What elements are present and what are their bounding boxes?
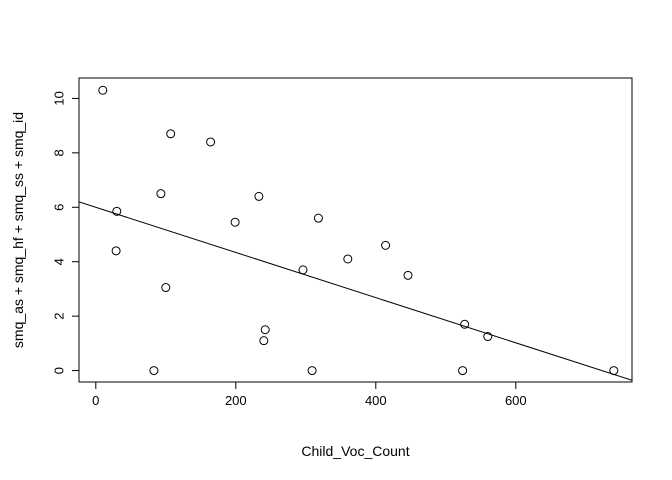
data-point [149, 366, 159, 376]
data-point [403, 270, 413, 280]
y-axis: 0 2 4 6 8 10 [52, 91, 80, 374]
data-point [98, 85, 108, 95]
x-tick-label: 600 [505, 393, 527, 408]
x-axis: 0 200 400 600 [92, 381, 527, 408]
data-point [156, 189, 166, 199]
data-point [483, 332, 493, 342]
data-point [259, 336, 269, 346]
data-point [313, 213, 323, 223]
data-point [460, 319, 470, 329]
y-tick-label: 2 [52, 313, 67, 320]
x-axis-title: Child_Voc_Count [301, 443, 409, 459]
y-tick-label: 10 [52, 91, 67, 105]
regression-line-group [79, 201, 632, 381]
data-point [166, 129, 176, 139]
y-tick-label: 4 [52, 258, 67, 265]
x-tick-label: 0 [92, 393, 99, 408]
data-point [230, 217, 240, 227]
y-tick-label: 0 [52, 367, 67, 374]
y-tick-label: 6 [52, 204, 67, 211]
data-point [206, 137, 216, 147]
regression-line [79, 201, 632, 381]
data-point [112, 206, 122, 216]
x-tick-label: 400 [365, 393, 387, 408]
y-axis-title: smq_as + smq_hf + smq_ss + smq_id [10, 112, 26, 348]
data-point [254, 191, 264, 201]
x-tick-label: 200 [225, 393, 247, 408]
data-point [307, 366, 317, 376]
data-point [161, 283, 171, 293]
data-point [381, 240, 391, 250]
data-point [111, 246, 121, 256]
y-tick-label: 8 [52, 149, 67, 156]
data-point [458, 366, 468, 376]
data-point [260, 325, 270, 335]
data-point [343, 254, 353, 264]
